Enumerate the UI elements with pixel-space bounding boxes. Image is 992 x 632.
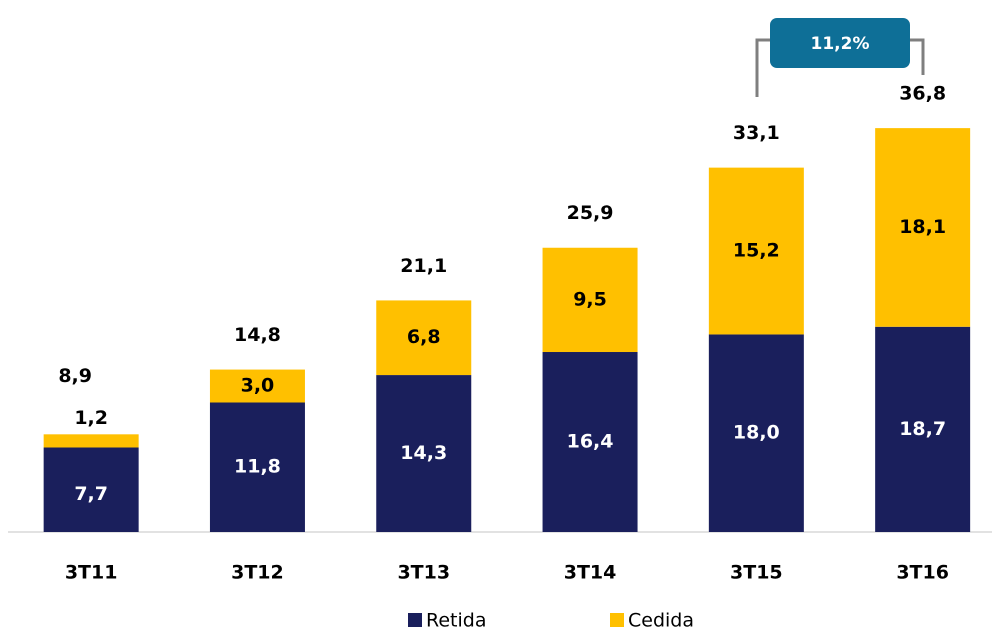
value-label: 1,2 (74, 407, 108, 429)
total-label: 8,9 (58, 365, 92, 387)
total-label: 14,8 (234, 324, 281, 346)
value-label: 9,5 (573, 288, 607, 310)
x-tick-label: 3T14 (564, 562, 617, 584)
bar-segment (43, 434, 139, 448)
legend-swatch (408, 613, 422, 627)
value-label: 18,7 (899, 418, 946, 440)
bar-segment (209, 402, 305, 532)
value-label: 15,2 (733, 240, 780, 262)
value-label: 3,0 (241, 375, 275, 397)
annotation: 11,2% (811, 34, 870, 54)
value-label: 16,4 (567, 431, 614, 453)
legend-swatch (610, 613, 624, 627)
bar-segment (708, 334, 804, 532)
legend-label: Cedida (628, 610, 694, 632)
growth-bracket (755, 38, 925, 97)
bar-segment (708, 167, 804, 335)
total-label: 33,1 (733, 122, 780, 144)
bar-segment (209, 369, 305, 403)
total-label: 21,1 (400, 255, 447, 277)
bar-segment (376, 300, 472, 376)
bar-segment (875, 326, 971, 532)
legend-label: Retida (426, 610, 486, 632)
bar-segment (542, 352, 638, 532)
total-label: 25,9 (567, 202, 614, 224)
total-label: 36,8 (899, 83, 946, 105)
bar-segment (875, 128, 971, 327)
annotation-box (770, 18, 910, 68)
value-label: 7,7 (74, 483, 108, 505)
value-label: 6,8 (407, 326, 441, 348)
x-tick-label: 3T12 (231, 562, 284, 584)
value-label: 18,0 (733, 422, 780, 444)
bar-segment (43, 447, 139, 532)
bar-segment (542, 247, 638, 353)
value-label: 14,3 (400, 442, 447, 464)
x-tick-label: 3T16 (896, 562, 949, 584)
x-tick-label: 3T11 (65, 562, 118, 584)
value-label: 11,8 (234, 456, 281, 478)
bar-segment (376, 375, 472, 532)
value-label: 18,1 (899, 216, 946, 238)
x-tick-label: 3T13 (397, 562, 450, 584)
x-tick-label: 3T15 (730, 562, 783, 584)
